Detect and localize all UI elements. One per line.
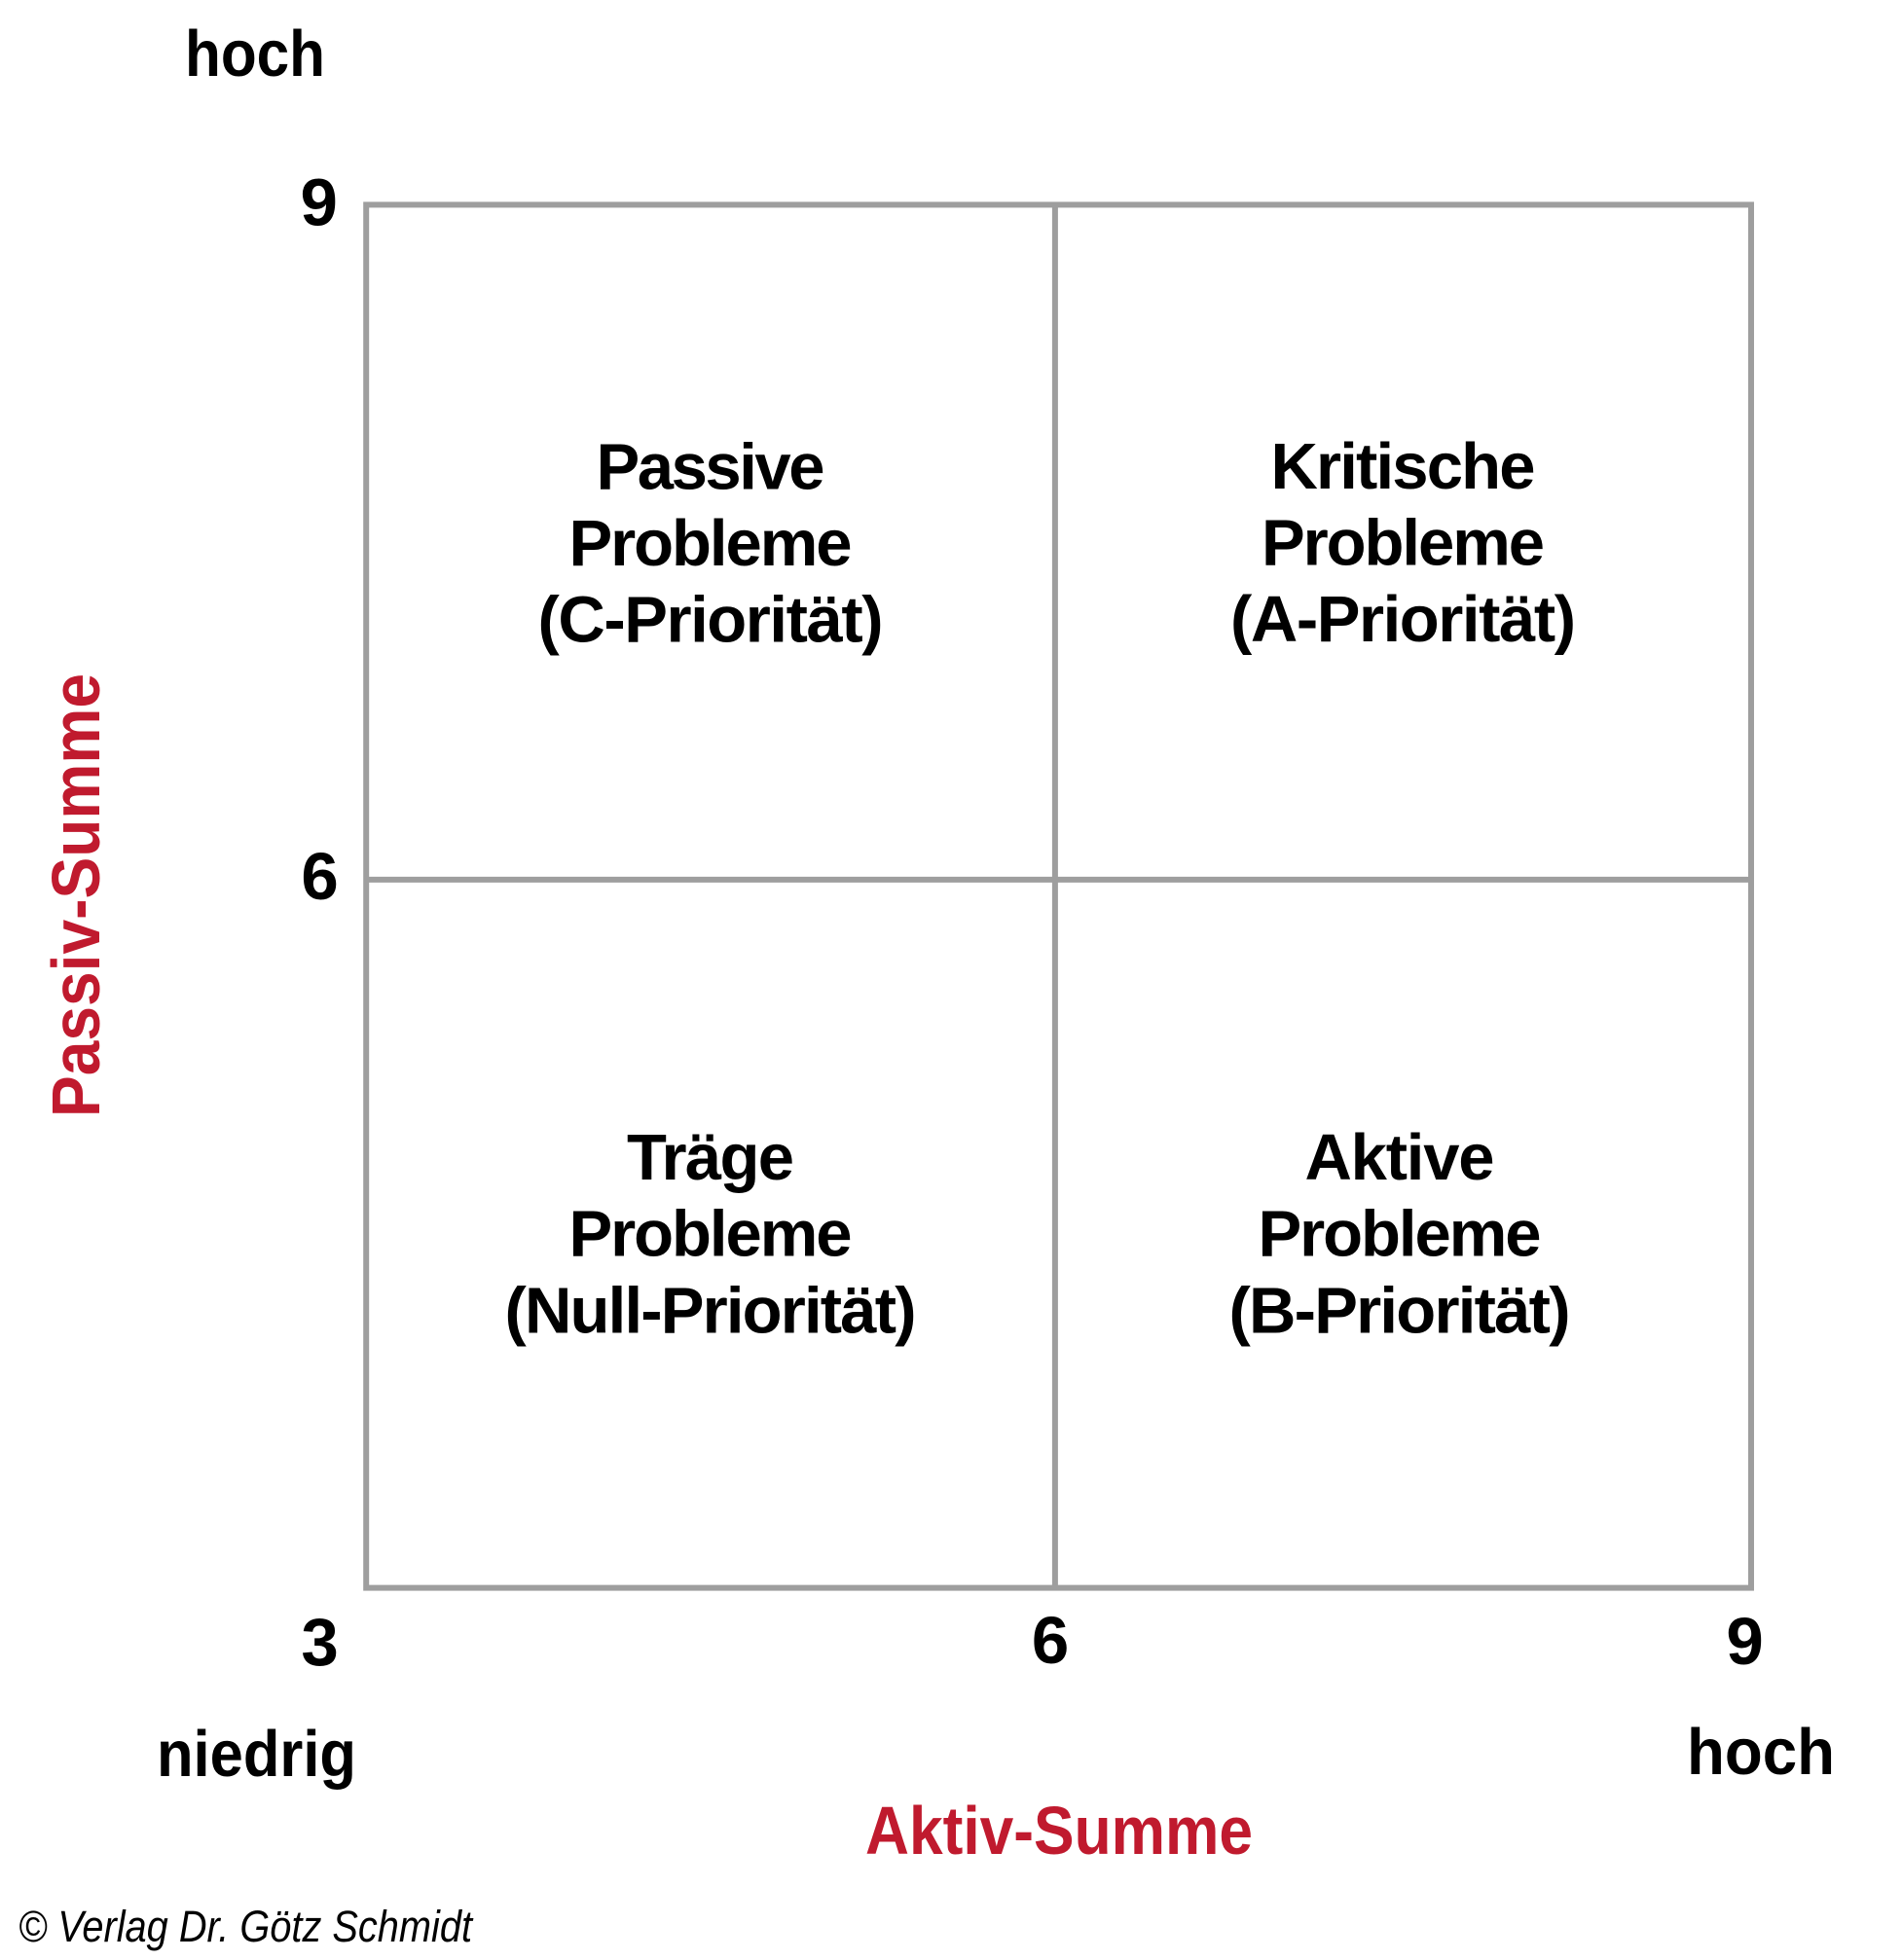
- svg-text:Passive: Passive: [597, 431, 825, 504]
- svg-text:Probleme: Probleme: [569, 507, 853, 580]
- svg-text:© Verlag Dr. Götz Schmidt: © Verlag Dr. Götz Schmidt: [18, 1902, 474, 1951]
- svg-text:hoch: hoch: [185, 18, 325, 91]
- svg-text:Aktive: Aktive: [1305, 1121, 1495, 1194]
- svg-text:niedrig: niedrig: [157, 1718, 356, 1791]
- svg-text:Probleme: Probleme: [1259, 1198, 1542, 1271]
- svg-text:6: 6: [1032, 1603, 1069, 1678]
- svg-text:Passiv-Summe: Passiv-Summe: [38, 673, 114, 1117]
- svg-text:(A-Priorität): (A-Priorität): [1230, 583, 1576, 656]
- svg-text:6: 6: [301, 839, 338, 914]
- svg-text:(Null-Priorität): (Null-Priorität): [505, 1275, 917, 1348]
- svg-text:9: 9: [1726, 1604, 1763, 1679]
- svg-text:(C-Priorität): (C-Priorität): [538, 583, 884, 656]
- svg-text:(B-Priorität): (B-Priorität): [1229, 1275, 1571, 1348]
- svg-text:Aktiv-Summe: Aktiv-Summe: [865, 1793, 1253, 1869]
- svg-text:3: 3: [301, 1605, 338, 1680]
- svg-text:9: 9: [301, 165, 338, 240]
- svg-text:hoch: hoch: [1687, 1716, 1835, 1789]
- svg-text:Probleme: Probleme: [569, 1198, 853, 1271]
- svg-text:Kritische: Kritische: [1271, 430, 1536, 503]
- svg-text:Träge: Träge: [627, 1121, 794, 1194]
- svg-text:Probleme: Probleme: [1262, 507, 1545, 580]
